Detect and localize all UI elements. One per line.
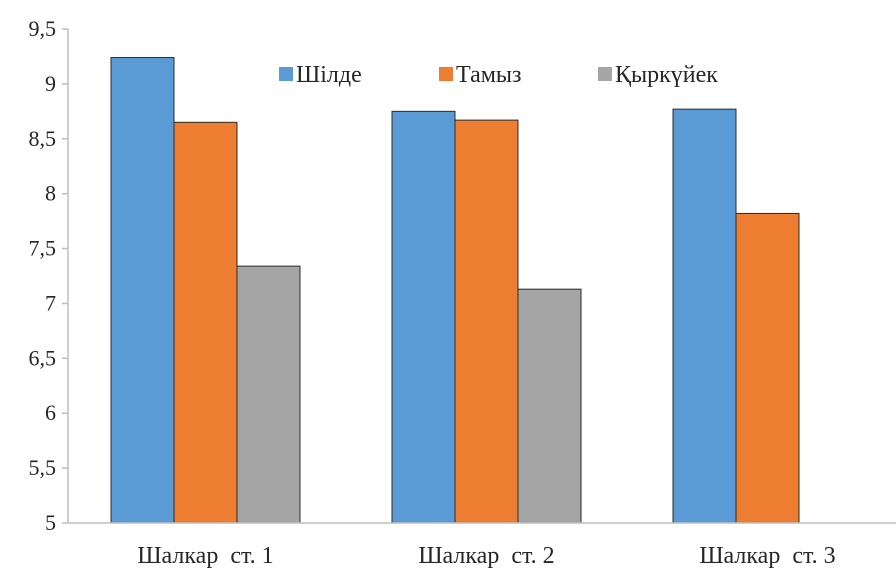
bar xyxy=(672,108,737,524)
y-tick-label: 9 xyxy=(45,71,56,96)
y-tick-label: 9,5 xyxy=(29,16,57,41)
legend-swatch xyxy=(279,67,293,81)
x-category-label: Шалкар ст. 2 xyxy=(418,543,554,569)
legend: Шілде Тамыз Қыркүйек xyxy=(279,62,718,88)
bar xyxy=(391,110,456,524)
legend-label: Шілде xyxy=(296,62,362,88)
y-tick-label: 7 xyxy=(45,290,56,315)
y-tick-label: 5,5 xyxy=(29,455,57,480)
y-tick-label: 6,5 xyxy=(29,345,57,370)
y-axis-ticks: 5 5,5 6 6,5 7 7,5 8 8,5 9 9,5 xyxy=(29,16,68,535)
y-tick-label: 6 xyxy=(45,400,56,425)
bar xyxy=(517,288,582,524)
legend-swatch xyxy=(598,67,612,81)
bar xyxy=(735,212,800,524)
y-tick-label: 8 xyxy=(45,181,56,206)
legend-label: Тамыз xyxy=(456,62,522,88)
axes xyxy=(67,29,896,524)
bar xyxy=(110,57,175,524)
bar xyxy=(173,121,238,524)
y-tick-label: 7,5 xyxy=(29,236,57,261)
legend-swatch xyxy=(439,67,453,81)
bar xyxy=(236,265,301,524)
legend-label: Қыркүйек xyxy=(615,62,718,88)
y-tick-label: 8,5 xyxy=(29,126,57,151)
x-category-label: Шалкар ст. 3 xyxy=(699,543,835,569)
bar-group xyxy=(110,57,800,524)
x-axis-labels: Шалкар ст. 1 Шалкар ст. 2 Шалкар ст. 3 xyxy=(137,543,835,569)
x-category-label: Шалкар ст. 1 xyxy=(137,543,273,569)
bar xyxy=(454,119,519,524)
y-tick-label: 5 xyxy=(45,510,56,535)
